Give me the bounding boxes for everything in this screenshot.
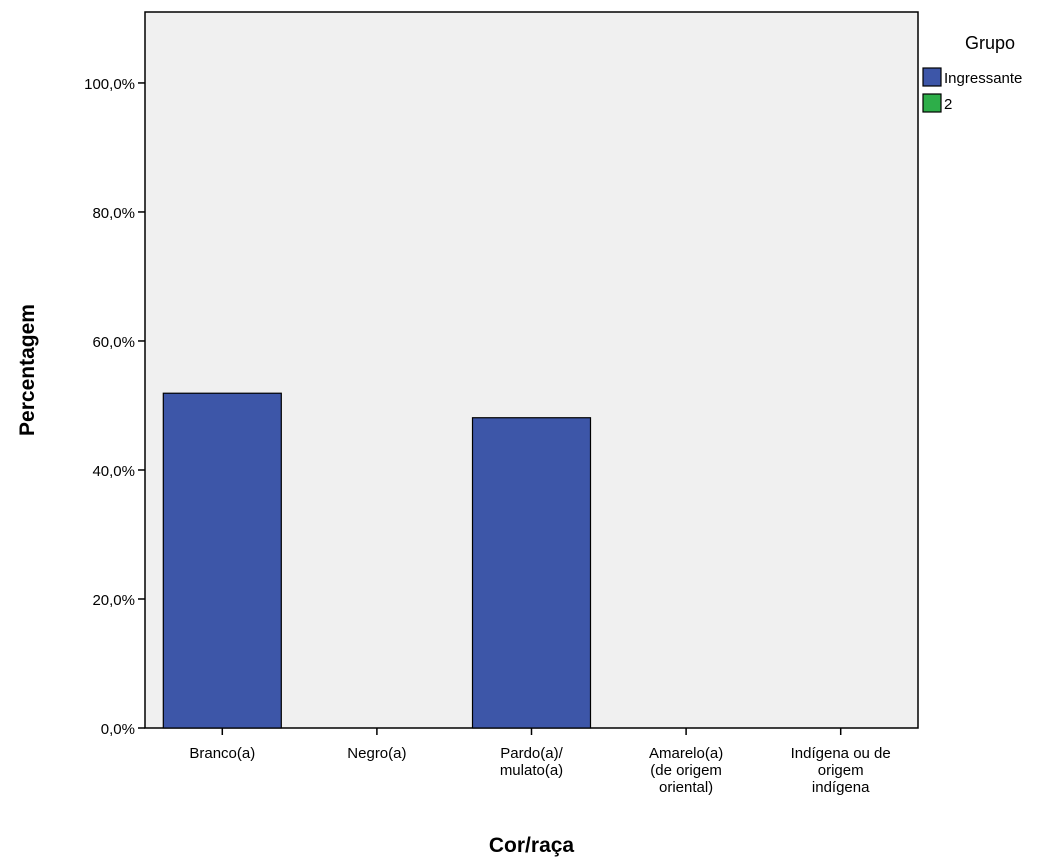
y-tick-label: 60,0% <box>92 334 135 351</box>
x-tick-label: Branco(a) <box>189 745 255 762</box>
bar <box>471 417 592 729</box>
y-tick-label: 80,0% <box>92 205 135 222</box>
y-tick-label: 0,0% <box>101 721 135 738</box>
x-axis: Branco(a) Negro(a) Pardo(a)/mulato(a) Amare… <box>189 728 891 796</box>
legend-swatch <box>922 67 942 87</box>
y-tick-label: 100,0% <box>84 76 135 93</box>
x-tick-label: Indígena ou de origem indígena <box>791 745 891 796</box>
y-axis-title: Percentagem <box>16 304 39 436</box>
x-axis-title: Cor/raça <box>489 834 575 857</box>
legend-title: Grupo <box>965 33 1015 53</box>
x-tick-label: Pardo(a)/mulato(a) <box>500 745 564 779</box>
x-tick-label: Negro(a) <box>347 745 406 762</box>
x-tick-label: Amarelo(a) (de origem oriental) <box>649 745 723 796</box>
legend: Grupo Ingressante 2 <box>922 33 1022 113</box>
y-tick-label: 40,0% <box>92 463 135 480</box>
y-tick-label: 20,0% <box>92 592 135 609</box>
legend-label: 2 <box>944 96 952 113</box>
legend-swatch <box>922 93 942 113</box>
legend-label: Ingressante <box>944 70 1022 87</box>
bar <box>162 392 282 729</box>
bars <box>162 392 592 729</box>
y-axis: 0,0% 20,0% 40,0% 60,0% 80,0% 100,0% <box>84 76 145 738</box>
